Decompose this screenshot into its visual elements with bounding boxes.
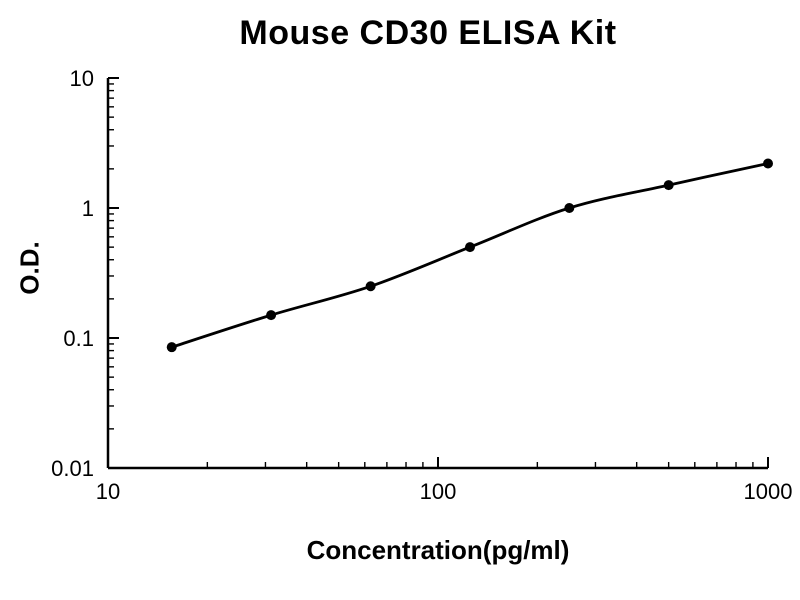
x-axis-label: Concentration(pg/ml) (306, 535, 570, 565)
y-tick-label: 1 (82, 196, 94, 221)
data-point-marker (365, 281, 376, 292)
x-tick-label: 10 (96, 479, 120, 504)
data-point-marker (464, 242, 475, 253)
standard-curve-line (170, 162, 770, 349)
x-tick-label: 1000 (744, 479, 793, 504)
data-point-marker (266, 310, 277, 321)
x-tick-label: 100 (420, 479, 457, 504)
y-tick-label: 0.01 (51, 456, 94, 481)
data-point-marker (564, 203, 575, 213)
y-tick-label: 10 (70, 66, 94, 91)
data-point-marker (663, 180, 674, 191)
y-tick-label: 0.1 (63, 326, 94, 351)
data-point-marker (763, 158, 773, 169)
chart-title: Mouse CD30 ELISA Kit (239, 14, 617, 52)
data-point-marker (166, 342, 177, 353)
